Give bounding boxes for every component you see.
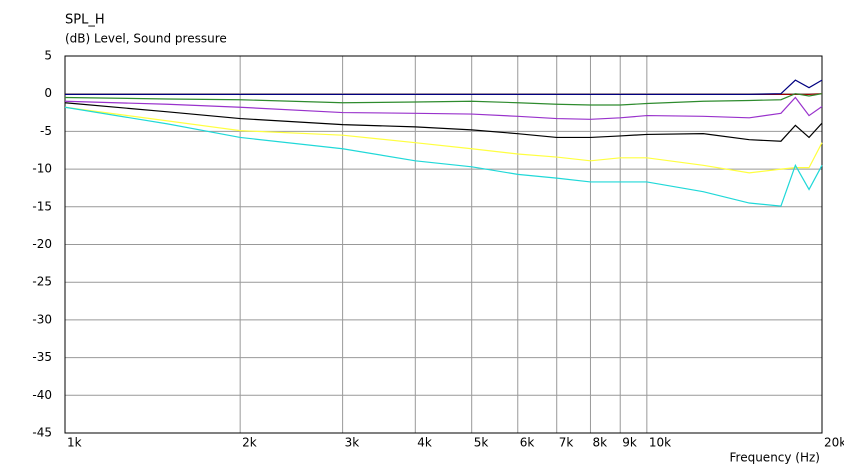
x-tick-label: 9k (622, 436, 637, 450)
series-line (64, 96, 823, 120)
y-tick-label: -10 (32, 162, 52, 176)
plot-border (64, 55, 823, 434)
y-tick-label: -25 (32, 275, 52, 289)
y-tick-label: -5 (40, 124, 52, 138)
y-tick-label: -45 (32, 426, 52, 440)
x-tick-label: 20k (824, 436, 844, 450)
x-tick-label: 10k (649, 436, 671, 450)
series-line (64, 106, 823, 174)
x-tick-label: 1k (67, 436, 82, 450)
x-tick-label: 8k (592, 436, 607, 450)
y-tick-label: -40 (32, 388, 52, 402)
x-axis-label: Frequency (Hz) (730, 451, 821, 465)
x-tick-label: 6k (520, 436, 535, 450)
x-tick-label: 2k (242, 436, 257, 450)
series-line (65, 79, 823, 96)
x-tick-label: 5k (474, 436, 489, 450)
y-tick-label: 0 (44, 86, 52, 100)
chart-title: SPL_H (65, 13, 105, 28)
y-tick-label: 5 (44, 49, 52, 63)
x-tick-label: 4k (417, 436, 432, 450)
chart-subtitle: (dB) Level, Sound pressure (65, 32, 227, 46)
y-tick-label: -20 (32, 237, 52, 251)
series-line (64, 102, 823, 142)
x-tick-label: 7k (559, 436, 574, 450)
y-tick-label: -15 (32, 199, 52, 213)
series-line (64, 93, 823, 106)
x-tick-label: 3k (345, 436, 360, 450)
y-tick-label: -30 (32, 312, 52, 326)
series-line (64, 106, 823, 207)
y-tick-label: -35 (32, 350, 52, 364)
